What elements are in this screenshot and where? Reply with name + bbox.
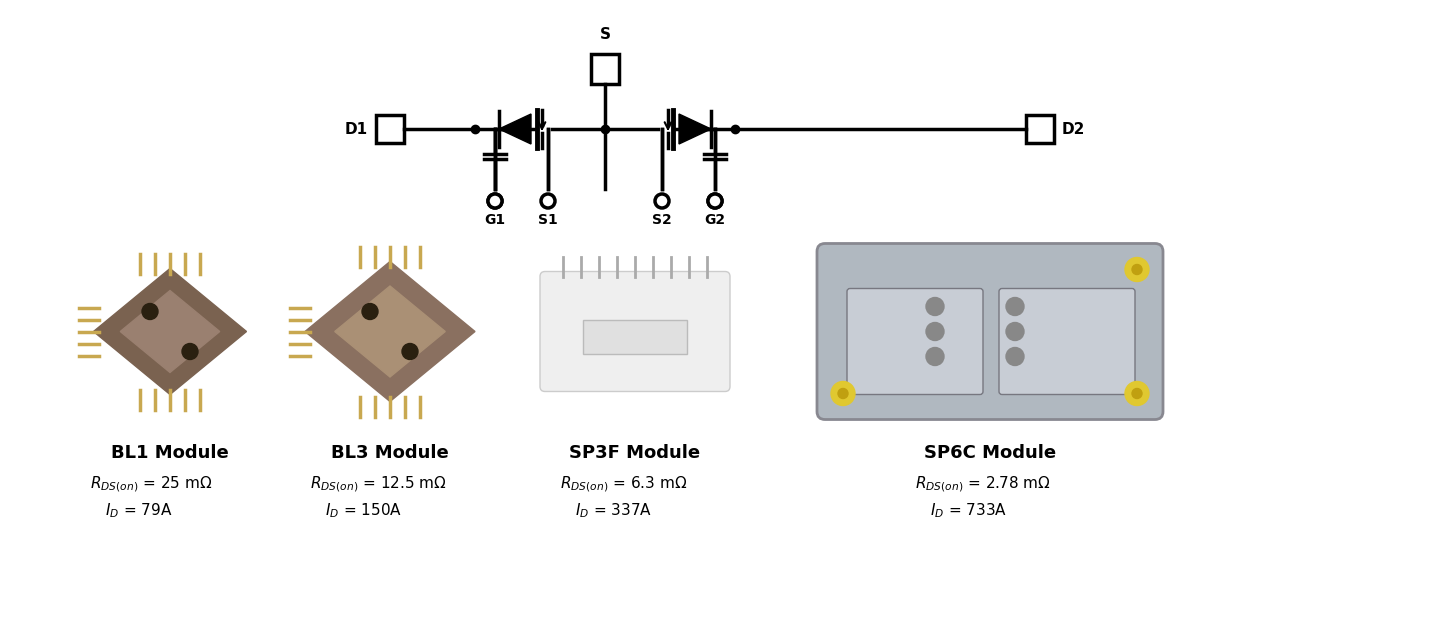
- FancyBboxPatch shape: [847, 288, 983, 394]
- Text: $I_D$ = 337A: $I_D$ = 337A: [575, 501, 653, 520]
- Circle shape: [402, 344, 418, 360]
- Circle shape: [362, 303, 378, 319]
- Text: $I_D$ = 150A: $I_D$ = 150A: [325, 501, 402, 520]
- Circle shape: [488, 194, 502, 208]
- Polygon shape: [305, 261, 475, 402]
- Text: $I_D$ = 733A: $I_D$ = 733A: [930, 501, 1007, 520]
- Text: S1: S1: [538, 213, 558, 227]
- Circle shape: [1006, 322, 1025, 340]
- Text: BL3 Module: BL3 Module: [331, 444, 449, 462]
- Text: G1: G1: [485, 213, 505, 227]
- Text: SP3F Module: SP3F Module: [570, 444, 701, 462]
- Circle shape: [926, 322, 944, 340]
- Circle shape: [839, 389, 849, 399]
- FancyBboxPatch shape: [376, 115, 404, 143]
- Text: $R_{DS(on)}$ = 25 mΩ: $R_{DS(on)}$ = 25 mΩ: [90, 474, 212, 493]
- Circle shape: [182, 344, 197, 360]
- Circle shape: [655, 194, 670, 208]
- FancyBboxPatch shape: [582, 319, 687, 353]
- Circle shape: [831, 381, 854, 405]
- Text: D2: D2: [1062, 121, 1085, 137]
- Polygon shape: [335, 286, 445, 377]
- Circle shape: [488, 194, 502, 208]
- Circle shape: [1006, 298, 1025, 316]
- Circle shape: [1125, 381, 1149, 405]
- Text: $R_{DS(on)}$ = 12.5 mΩ: $R_{DS(on)}$ = 12.5 mΩ: [311, 474, 446, 493]
- FancyBboxPatch shape: [591, 54, 620, 84]
- Text: D1: D1: [345, 121, 368, 137]
- Circle shape: [708, 194, 723, 208]
- Circle shape: [1125, 258, 1149, 282]
- Circle shape: [1132, 264, 1142, 274]
- FancyBboxPatch shape: [817, 243, 1163, 420]
- Circle shape: [926, 347, 944, 365]
- Polygon shape: [120, 290, 220, 373]
- Text: S: S: [600, 27, 611, 42]
- Text: $I_D$ = 79A: $I_D$ = 79A: [104, 501, 172, 520]
- Circle shape: [142, 303, 157, 319]
- Circle shape: [926, 298, 944, 316]
- Text: S2: S2: [653, 213, 673, 227]
- Circle shape: [1132, 389, 1142, 399]
- Text: $R_{DS(on)}$ = 2.78 mΩ: $R_{DS(on)}$ = 2.78 mΩ: [914, 474, 1050, 493]
- Circle shape: [708, 194, 723, 208]
- Text: BL1 Module: BL1 Module: [112, 444, 229, 462]
- Circle shape: [1006, 347, 1025, 365]
- Polygon shape: [678, 114, 711, 144]
- Text: SP6C Module: SP6C Module: [924, 444, 1056, 462]
- Text: G2: G2: [704, 213, 726, 227]
- FancyBboxPatch shape: [539, 272, 730, 391]
- Circle shape: [541, 194, 555, 208]
- Text: $R_{DS(on)}$ = 6.3 mΩ: $R_{DS(on)}$ = 6.3 mΩ: [560, 474, 687, 493]
- Polygon shape: [499, 114, 531, 144]
- FancyBboxPatch shape: [999, 288, 1135, 394]
- Polygon shape: [93, 269, 246, 394]
- FancyBboxPatch shape: [1026, 115, 1055, 143]
